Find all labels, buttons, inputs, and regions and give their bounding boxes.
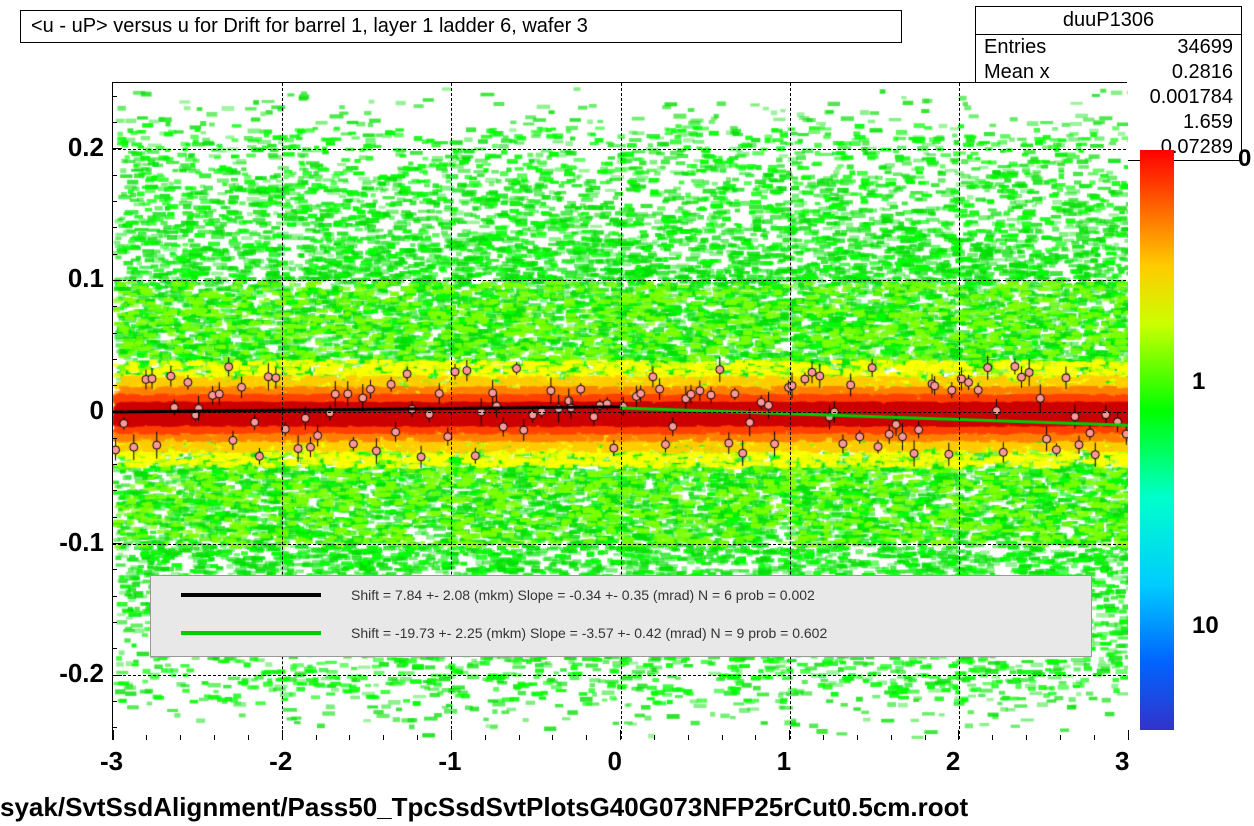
- x-tick-label: -3: [100, 746, 123, 777]
- y-tick-label: 0.2: [68, 132, 104, 163]
- stats-label: Entries: [984, 36, 1046, 59]
- y-tick-label: -0.1: [59, 527, 104, 558]
- stats-name: duuP1306: [976, 7, 1241, 35]
- plot-title-box: <u - uP> versus u for Drift for barrel 1…: [20, 10, 902, 43]
- x-tick-label: 0: [608, 746, 622, 777]
- x-tick-label: 1: [777, 746, 791, 777]
- fit-legend-box: Shift = 7.84 +- 2.08 (mkm) Slope = -0.34…: [150, 575, 1092, 657]
- stats-value: 0.001784: [1150, 86, 1233, 109]
- x-tick-label: 3: [1115, 746, 1129, 777]
- stats-row: Entries 34699: [976, 35, 1241, 60]
- y-tick-label: -0.2: [59, 658, 104, 689]
- x-tick-label: -2: [269, 746, 292, 777]
- legend-text: Shift = -19.73 +- 2.25 (mkm) Slope = -3.…: [351, 625, 827, 641]
- legend-line-swatch: [181, 631, 321, 635]
- colorbar-canvas: [1140, 150, 1174, 730]
- y-tick-label: 0.1: [68, 263, 104, 294]
- stats-value: 1.659: [1183, 111, 1233, 134]
- colorbar-tick-label: 1: [1192, 368, 1205, 396]
- y-tick-label: 0: [90, 395, 104, 426]
- stats-value: 0.2816: [1172, 61, 1233, 84]
- colorbar-tick-label: 10: [1192, 612, 1219, 640]
- x-tick-label: -1: [438, 746, 461, 777]
- stats-value: 34699: [1177, 36, 1233, 59]
- legend-row: Shift = -19.73 +- 2.25 (mkm) Slope = -3.…: [151, 614, 1091, 652]
- legend-text: Shift = 7.84 +- 2.08 (mkm) Slope = -0.34…: [351, 587, 815, 603]
- footer-path: syak/SvtSsdAlignment/Pass50_TpcSsdSvtPlo…: [0, 792, 968, 823]
- x-tick-label: 2: [946, 746, 960, 777]
- colorbar: [1140, 150, 1174, 730]
- plot-title: <u - uP> versus u for Drift for barrel 1…: [31, 15, 588, 37]
- legend-line-swatch: [181, 593, 321, 597]
- legend-row: Shift = 7.84 +- 2.08 (mkm) Slope = -0.34…: [151, 576, 1091, 614]
- colorbar-extra-label: 0: [1238, 145, 1251, 173]
- stats-label: Mean x: [984, 61, 1050, 84]
